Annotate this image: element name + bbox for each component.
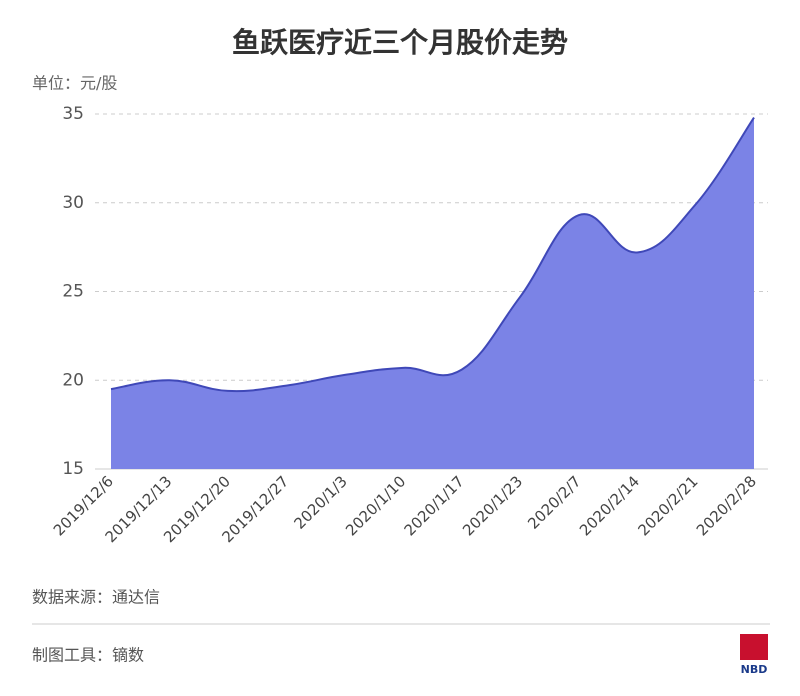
y-tick-label: 15 <box>62 459 84 479</box>
x-tick-label: 2020/1/23 <box>459 472 526 539</box>
y-tick-label: 20 <box>62 370 84 390</box>
x-tick-label: 2020/2/28 <box>693 472 760 539</box>
logo: NBD <box>741 663 768 676</box>
unit-label: 单位：元/股 <box>32 74 117 93</box>
x-tick-label: 2020/2/14 <box>576 472 643 539</box>
x-tick-label: 2020/1/17 <box>401 472 468 539</box>
x-tick-label: 2020/2/7 <box>524 472 584 532</box>
line <box>110 116 755 393</box>
tool: 制图工具：镝数 <box>32 646 144 665</box>
y-tick-label: 35 <box>62 104 84 124</box>
chart-title: 鱼跃医疗近三个月股价走势 <box>232 26 568 59</box>
source: 数据来源：通达信 <box>32 588 160 607</box>
logo-icon <box>740 634 768 660</box>
x-tick-label: 2020/1/10 <box>342 472 409 539</box>
x-tick-label: 2020/1/3 <box>290 472 350 532</box>
y-tick-label: 25 <box>62 282 84 302</box>
area <box>111 117 754 470</box>
x-tick-label: 2020/2/21 <box>634 472 701 539</box>
y-tick-label: 30 <box>62 193 84 213</box>
